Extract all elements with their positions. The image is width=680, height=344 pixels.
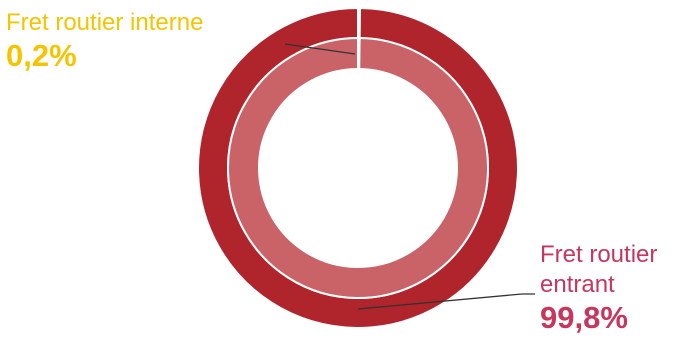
slice-entrant-inner bbox=[227, 36, 489, 299]
value-label-entrant: 99,8% bbox=[540, 300, 628, 335]
data-label-interne: Fret routier interne 0,2% bbox=[6, 8, 203, 74]
category-label-entrant-line1: Fret routier bbox=[540, 241, 658, 268]
value-label-interne: 0,2% bbox=[6, 38, 77, 73]
category-label-entrant-line2: entrant bbox=[540, 271, 615, 298]
leader-line-entrant bbox=[357, 293, 535, 310]
data-label-entrant: Fret routier entrant 99,8% bbox=[540, 240, 657, 336]
leader-line-interne bbox=[284, 43, 356, 55]
category-label-interne: Fret routier interne bbox=[6, 9, 204, 36]
